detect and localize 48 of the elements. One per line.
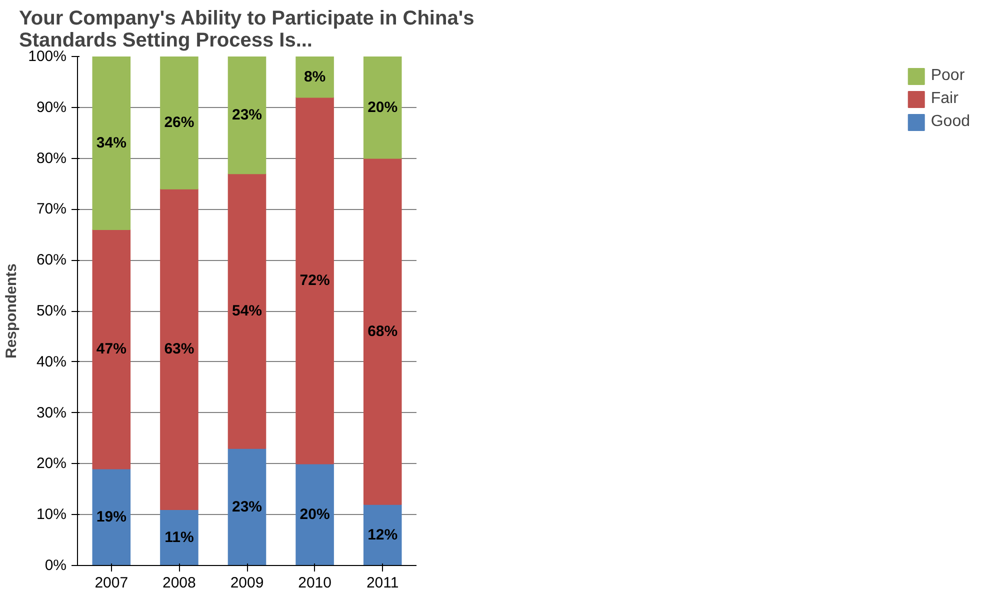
- legend-label: Poor: [930, 67, 965, 85]
- data-label: 20%: [300, 506, 330, 524]
- bar: [228, 448, 266, 566]
- bar: [160, 509, 198, 566]
- data-label: 19%: [96, 508, 126, 526]
- y-tick-label: 10%: [36, 506, 67, 524]
- bar: [363, 56, 402, 159]
- bar: [296, 96, 334, 464]
- bar: [296, 463, 334, 566]
- bar: [92, 468, 131, 566]
- legend-label: Fair: [930, 90, 958, 108]
- data-label: 34%: [96, 134, 126, 152]
- bar: [92, 56, 131, 230]
- x-tick-label: 2010: [298, 574, 332, 592]
- legend-label: Good: [930, 113, 970, 131]
- y-axis-title: Respondents: [3, 263, 20, 359]
- x-tick-label: 2008: [162, 574, 196, 592]
- data-label: 54%: [232, 302, 262, 320]
- y-tick-label: 60%: [36, 252, 67, 269]
- y-tick-label: 70%: [36, 200, 67, 218]
- bar: [228, 56, 266, 174]
- bar: [228, 173, 266, 449]
- bar: [160, 188, 198, 510]
- bar: [296, 56, 334, 98]
- data-label: 11%: [164, 529, 194, 546]
- data-label: 23%: [232, 106, 262, 124]
- data-label: 23%: [232, 498, 262, 516]
- x-tick-label: 2011: [366, 574, 399, 592]
- data-label: 12%: [368, 526, 398, 544]
- data-label: 63%: [164, 340, 194, 358]
- data-label: 26%: [164, 114, 194, 132]
- y-tick-label: 0%: [44, 557, 67, 574]
- y-tick-label: 40%: [36, 353, 67, 370]
- x-tick-label: 2009: [230, 574, 264, 592]
- data-label: 47%: [96, 340, 126, 358]
- y-tick-label: 30%: [36, 404, 67, 422]
- bar: [92, 229, 131, 470]
- y-tick-label: 20%: [36, 455, 67, 472]
- bar: [160, 56, 198, 190]
- x-tick-label: 2007: [94, 574, 128, 592]
- y-tick-label: 80%: [36, 150, 67, 167]
- y-tick-label: 50%: [36, 302, 67, 320]
- y-tick-label: 90%: [36, 98, 67, 116]
- data-label: 68%: [368, 322, 398, 340]
- data-label: 20%: [368, 98, 398, 116]
- data-label: 72%: [300, 272, 330, 289]
- bar: [363, 158, 402, 505]
- data-label: 8%: [304, 68, 326, 86]
